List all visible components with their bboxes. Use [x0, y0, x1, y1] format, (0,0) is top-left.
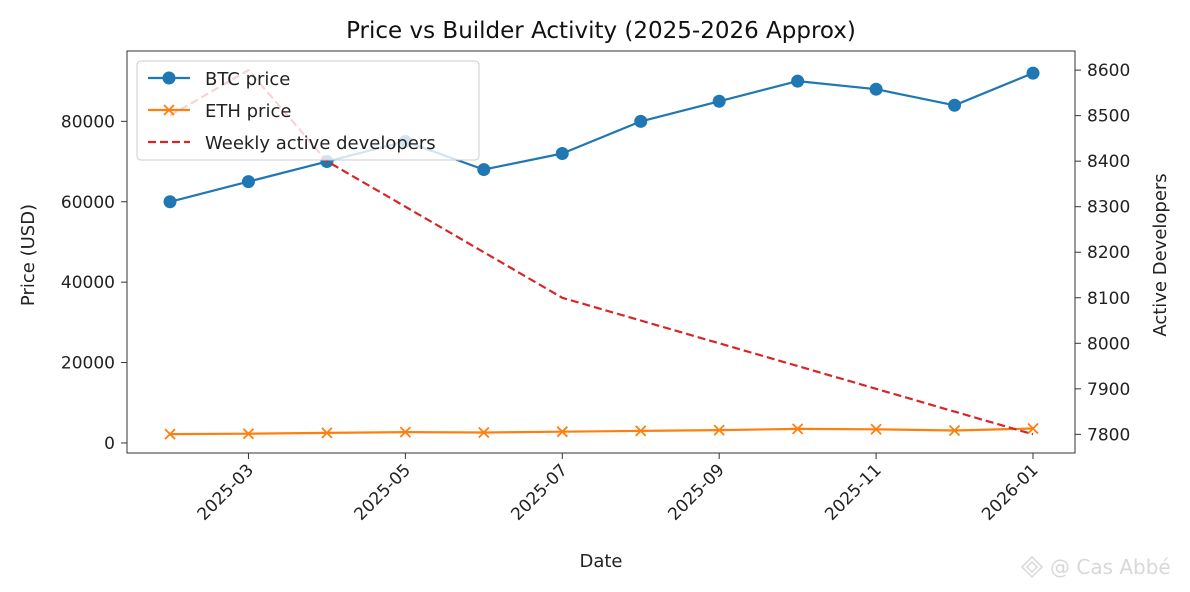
series-point-0	[1026, 66, 1040, 80]
y-right-tick-label: 7900	[1087, 380, 1130, 400]
legend-marker-eth	[163, 104, 175, 116]
series-point-1	[948, 424, 961, 437]
x-axis-label: Date	[579, 551, 622, 572]
series-point-0	[948, 98, 962, 112]
series-point-0	[634, 114, 648, 128]
series-point-1	[478, 426, 490, 439]
legend-label-eth: ETH price	[205, 101, 291, 122]
y-axis-right-label: Active Developers	[1150, 173, 1171, 336]
y-left-tick-label: 0	[104, 434, 115, 454]
watermark-text: @ Cas Abbé	[1050, 555, 1171, 579]
series-point-0	[791, 74, 805, 88]
watermark: @ Cas Abbé	[1020, 555, 1171, 579]
series-point-0	[241, 175, 255, 189]
y-right-tick-label: 8000	[1087, 334, 1130, 354]
series-line-2	[169, 69, 1034, 436]
series-point-1	[635, 425, 647, 437]
series-point-1	[1027, 422, 1039, 435]
y-axis-left-label: Price (USD)	[18, 204, 39, 306]
series-point-0	[477, 163, 491, 177]
legend-marker-btc	[162, 71, 176, 85]
legend-box	[136, 60, 480, 161]
y-left-tick-label: 60000	[61, 193, 115, 213]
y-right-tick-label: 8500	[1087, 107, 1130, 127]
y-right-tick-label: 8300	[1087, 198, 1130, 218]
y-right-tick-label: 7800	[1087, 425, 1130, 445]
series-point-1	[399, 426, 412, 438]
legend: BTC price ETH price Weekly active develo…	[136, 60, 480, 161]
y-right-tick-label: 8200	[1087, 243, 1130, 263]
x-tick-label: 2026-01	[978, 460, 1042, 524]
binance-diamond-icon	[1020, 555, 1044, 579]
series-line-1	[169, 427, 1034, 436]
series-point-1	[321, 427, 333, 439]
x-tick-label: 2025-09	[664, 460, 728, 524]
y-right-tick-label: 8600	[1087, 61, 1130, 81]
series-point-1	[242, 428, 255, 440]
chart-title: Price vs Builder Activity (2025-2026 App…	[346, 18, 856, 44]
series-point-1	[870, 423, 882, 435]
x-tick-label: 2025-05	[351, 460, 415, 524]
legend-label-devs: Weekly active developers	[205, 133, 436, 154]
x-tick-label: 2025-03	[194, 460, 258, 524]
y-left-tick-label: 20000	[61, 354, 115, 374]
series-point-1	[713, 424, 725, 436]
series-point-0	[869, 82, 883, 96]
y-left-tick-label: 80000	[61, 112, 115, 132]
series-point-1	[164, 428, 176, 440]
series-point-1	[556, 426, 568, 438]
y-right-tick-label: 8100	[1087, 289, 1130, 309]
series-point-0	[712, 94, 726, 108]
legend-label-btc: BTC price	[205, 69, 290, 90]
x-tick-label: 2025-07	[507, 460, 571, 524]
y-left-tick-label: 40000	[61, 273, 115, 293]
y-right-tick-label: 8400	[1087, 152, 1130, 172]
x-tick-label: 2025-11	[821, 460, 885, 524]
series-point-0	[163, 195, 177, 209]
series-line-0	[169, 72, 1034, 203]
series-point-1	[791, 423, 804, 435]
series-point-0	[555, 147, 569, 161]
